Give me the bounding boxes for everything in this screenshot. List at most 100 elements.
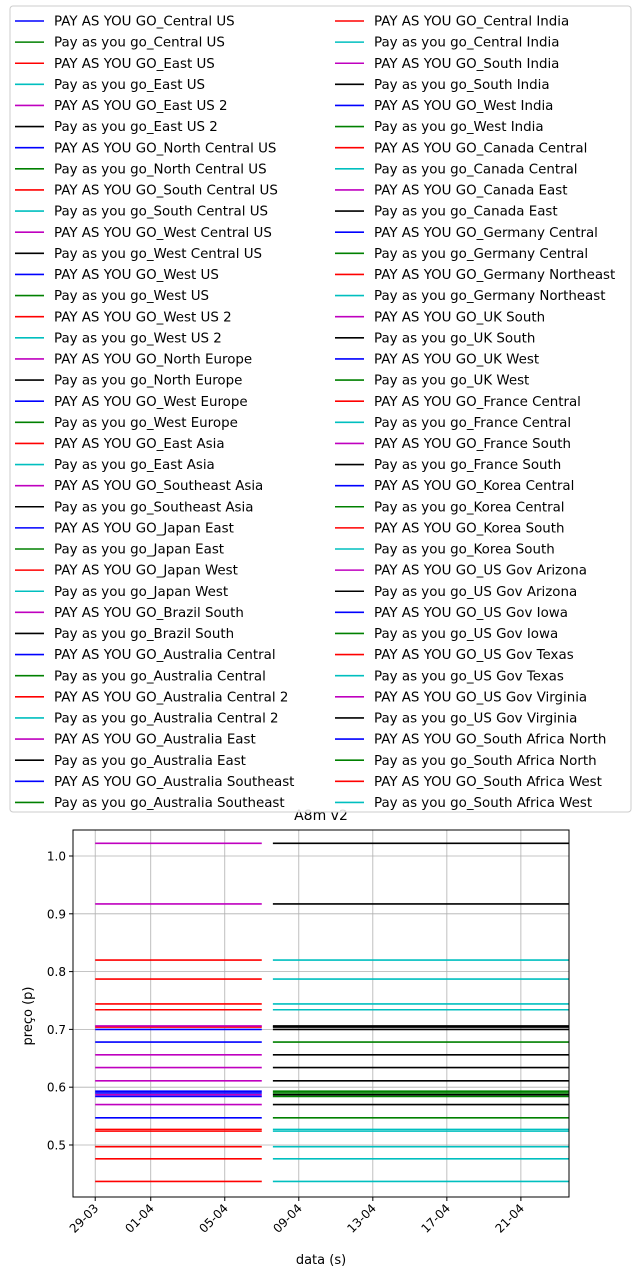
legend-label: Pay as you go_South India	[374, 78, 550, 93]
axes-frame	[72, 829, 570, 1198]
legend-label: Pay as you go_Germany Central	[374, 247, 588, 262]
legend-entry: PAY AS YOU GO_East US 2	[15, 99, 228, 114]
legend-entry: Pay as you go_Australia Southeast	[15, 796, 285, 811]
legend-entry: PAY AS YOU GO_Korea South	[335, 521, 564, 536]
legend-label: Pay as you go_Germany Northeast	[374, 289, 605, 304]
legend-label: PAY AS YOU GO_North Central US	[54, 141, 276, 156]
legend-entry: PAY AS YOU GO_West US	[15, 268, 219, 283]
legend-entry: Pay as you go_East US 2	[15, 120, 218, 135]
legend-label: PAY AS YOU GO_Australia East	[54, 733, 256, 748]
legend-entry: PAY AS YOU GO_US Gov Iowa	[335, 606, 568, 621]
legend-entry: PAY AS YOU GO_Germany Northeast	[335, 268, 615, 283]
legend-entry: Pay as you go_Germany Northeast	[335, 289, 605, 304]
y-tick-label: 0.6	[47, 1081, 66, 1095]
legend-entry: PAY AS YOU GO_South Central US	[15, 184, 278, 199]
x-tick-label: 05-04	[196, 1201, 231, 1236]
legend-entry: Pay as you go_South India	[335, 78, 550, 93]
legend-entry: Pay as you go_Canada Central	[335, 162, 578, 177]
legend-entry: Pay as you go_West Central US	[15, 247, 262, 262]
legend-label: Pay as you go_Australia Central	[54, 669, 266, 684]
x-axis-label: data (s)	[296, 1253, 346, 1268]
legend-entry: Pay as you go_Central US	[15, 36, 225, 51]
legend-label: Pay as you go_East Asia	[54, 458, 215, 473]
x-tick-label: 09-04	[270, 1201, 305, 1236]
legend-label: PAY AS YOU GO_US Gov Iowa	[374, 606, 568, 621]
legend-entry: Pay as you go_Southeast Asia	[15, 500, 253, 515]
legend-entry: Pay as you go_West US 2	[15, 331, 222, 346]
legend-entry: Pay as you go_West India	[335, 120, 544, 135]
legend-label: PAY AS YOU GO_Japan East	[54, 521, 234, 536]
legend-label: PAY AS YOU GO_UK West	[374, 353, 539, 368]
x-tick-label: 13-04	[344, 1201, 379, 1236]
legend-entry: Pay as you go_Australia Central 2	[15, 712, 279, 727]
legend-entry: Pay as you go_France South	[335, 458, 561, 473]
legend-label: PAY AS YOU GO_Korea Central	[374, 479, 574, 494]
legend-entry: Pay as you go_Germany Central	[335, 247, 588, 262]
legend-label: Pay as you go_US Gov Virginia	[374, 712, 577, 727]
legend-entry: PAY AS YOU GO_West India	[335, 99, 553, 114]
legend-label: Pay as you go_Australia East	[54, 754, 246, 769]
legend-entry: Pay as you go_US Gov Virginia	[335, 712, 577, 727]
legend-entry: Pay as you go_Australia Central	[15, 669, 266, 684]
legend-label: Pay as you go_US Gov Arizona	[374, 585, 577, 600]
legend-label: PAY AS YOU GO_US Gov Arizona	[374, 564, 587, 579]
legend-entry: Pay as you go_US Gov Iowa	[335, 627, 558, 642]
y-tick-label: 0.7	[47, 1023, 66, 1037]
x-tick-label: 21-04	[492, 1201, 527, 1236]
x-tick-label: 29-03	[67, 1201, 102, 1236]
y-axis-label: preço (p)	[21, 987, 36, 1046]
legend-label: PAY AS YOU GO_Canada East	[374, 184, 567, 199]
legend-entry: Pay as you go_US Gov Arizona	[335, 585, 577, 600]
legend-entry: PAY AS YOU GO_Germany Central	[335, 226, 598, 241]
legend-label: Pay as you go_Australia Central 2	[54, 712, 279, 727]
legend-label: PAY AS YOU GO_West India	[374, 99, 553, 114]
legend-label: PAY AS YOU GO_West US 2	[54, 310, 232, 325]
legend-label: Pay as you go_Brazil South	[54, 627, 234, 642]
legend-entry: PAY AS YOU GO_Canada Central	[335, 141, 587, 156]
legend-entry: PAY AS YOU GO_West US 2	[15, 310, 232, 325]
legend-entry: PAY AS YOU GO_East Asia	[15, 437, 225, 452]
legend-label: PAY AS YOU GO_Australia Central	[54, 648, 276, 663]
legend-box	[9, 5, 632, 813]
legend-label: Pay as you go_Korea South	[374, 543, 555, 558]
legend-label: PAY AS YOU GO_East US	[54, 57, 215, 72]
legend-label: PAY AS YOU GO_Central India	[374, 15, 569, 30]
legend-label: Pay as you go_South Africa North	[374, 754, 597, 769]
legend-label: PAY AS YOU GO_North Europe	[54, 353, 252, 368]
legend-label: PAY AS YOU GO_South Africa North	[374, 733, 606, 748]
legend-entry: PAY AS YOU GO_UK West	[335, 353, 539, 368]
legend-label: PAY AS YOU GO_UK South	[374, 310, 545, 325]
legend-label: Pay as you go_UK South	[374, 331, 535, 346]
legend-entry: PAY AS YOU GO_Central US	[15, 15, 235, 30]
legend-label: PAY AS YOU GO_West Central US	[54, 226, 272, 241]
y-tick-label: 0.5	[47, 1138, 66, 1152]
legend-entry: Pay as you go_North Europe	[15, 374, 242, 389]
legend-label: PAY AS YOU GO_Central US	[54, 15, 235, 30]
legend-entry: PAY AS YOU GO_Southeast Asia	[15, 479, 263, 494]
legend-label: PAY AS YOU GO_Southeast Asia	[54, 479, 263, 494]
legend-entry: Pay as you go_France Central	[335, 416, 571, 431]
legend-label: Pay as you go_US Gov Iowa	[374, 627, 558, 642]
legend-entry: PAY AS YOU GO_North Central US	[15, 141, 276, 156]
legend-entry: PAY AS YOU GO_North Europe	[15, 353, 252, 368]
legend-label: Pay as you go_West Central US	[54, 247, 262, 262]
legend-label: PAY AS YOU GO_West US	[54, 268, 219, 283]
legend-label: Pay as you go_Canada East	[374, 205, 558, 220]
legend-entry: Pay as you go_Canada East	[335, 205, 558, 220]
x-tick-label: 01-04	[122, 1201, 157, 1236]
legend-label: Pay as you go_East US 2	[54, 120, 218, 135]
legend-label: PAY AS YOU GO_France Central	[374, 395, 581, 410]
legend-entry: PAY AS YOU GO_US Gov Virginia	[335, 690, 587, 705]
legend-label: Pay as you go_Korea Central	[374, 500, 565, 515]
legend-label: Pay as you go_East US	[54, 78, 205, 93]
legend-label: Pay as you go_West US	[54, 289, 209, 304]
legend-label: PAY AS YOU GO_Canada Central	[374, 141, 587, 156]
legend-label: PAY AS YOU GO_South Africa West	[374, 775, 602, 790]
legend: PAY AS YOU GO_Central US Pay as you go_Ce…	[9, 5, 632, 813]
y-tick-label: 0.8	[47, 965, 66, 979]
legend-label: PAY AS YOU GO_Korea South	[374, 521, 564, 536]
legend-label: Pay as you go_France South	[374, 458, 561, 473]
legend-entry: PAY AS YOU GO_Japan East	[15, 521, 234, 536]
legend-label: PAY AS YOU GO_Brazil South	[54, 606, 244, 621]
